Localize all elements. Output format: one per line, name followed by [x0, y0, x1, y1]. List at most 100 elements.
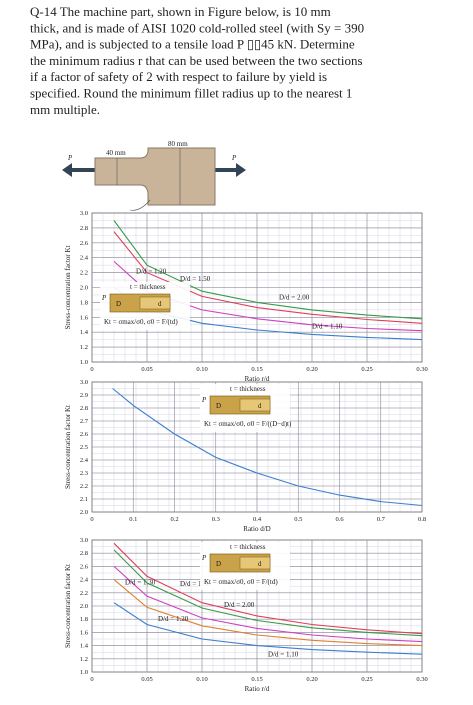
inset-D: D: [116, 300, 121, 308]
inset-part-narrow: [239, 556, 271, 570]
arrow-head: [62, 163, 72, 177]
arrow-head: [236, 163, 246, 177]
inset-thickness: t = thickness: [130, 283, 166, 291]
inset-thickness: t = thickness: [230, 385, 266, 393]
y-tick-label: 1.0: [80, 669, 88, 676]
x-tick-label: 0.8: [418, 516, 426, 523]
y-tick-label: 2.4: [80, 577, 89, 584]
x-tick-label: 0.20: [306, 676, 317, 683]
problem-line: specified. Round the minimum fillet radi…: [30, 86, 352, 101]
y-axis-label: Stress-concentration factor Kt: [64, 564, 72, 648]
y-tick-label: 2.8: [80, 550, 88, 557]
series-label: D/d = 1.50: [180, 580, 211, 588]
inset-diagram: t = thickness D d P Kt = σmax/σ0, σ0 = F/(td…: [200, 542, 290, 590]
x-axis-label: Ratio d/D: [243, 525, 270, 533]
dim-label: 40 mm: [106, 149, 126, 157]
y-tick-label: 2.9: [80, 392, 88, 399]
y-tick-label: 3.0: [80, 379, 88, 386]
chart: 2.0 2.1 2.2 2.3 2.4 2.5 2.6 2.7 2.8 2.9 3.0 0 0.1 0.2…: [64, 379, 426, 533]
problem-line: the minimum radius r that can be used be…: [30, 53, 363, 68]
y-tick-label: 2.4: [80, 457, 89, 464]
dim-label: 80 mm: [168, 140, 188, 148]
y-tick-label: 1.6: [80, 629, 89, 636]
x-tick-label: 0.30: [416, 676, 427, 683]
x-tick-label: 0.05: [141, 366, 152, 373]
y-tick-label: 2.6: [80, 240, 89, 247]
x-tick-label: 0.10: [196, 366, 207, 373]
y-tick-label: 1.8: [80, 299, 88, 306]
x-tick-label: 0.20: [306, 366, 317, 373]
curve: [113, 220, 423, 320]
x-tick-label: 0.5: [294, 516, 302, 523]
curve: [112, 388, 423, 507]
y-tick-label: 2.8: [80, 225, 88, 232]
x-tick-label: 0.3: [212, 516, 220, 523]
problem-line: if a factor of safety of 2 with respect …: [30, 69, 327, 84]
y-tick-label: 2.1: [80, 496, 88, 503]
load-label: P: [231, 154, 237, 162]
x-tick-label: 0.25: [361, 366, 372, 373]
y-tick-label: 2.0: [80, 603, 88, 610]
inset-part-narrow: [239, 398, 271, 412]
inset-d: d: [258, 560, 262, 568]
x-tick-label: 0.25: [361, 676, 372, 683]
y-tick-label: 2.2: [80, 590, 88, 597]
series-label: D/d = 2.00: [279, 293, 310, 301]
chart: 1.0 1.2 1.4 1.6 1.8 2.0 2.2 2.4 2.6 2.8 3.0 0 0.05 0.…: [64, 537, 428, 693]
inset-D: D: [216, 402, 221, 410]
x-tick-label: 0.6: [335, 516, 344, 523]
x-axis-label: Ratio r/d: [245, 685, 270, 693]
y-tick-label: 1.4: [80, 643, 89, 650]
inset-diagram: t = thickness D d P Kt = σmax/σ0, σ0 = F/(td…: [100, 282, 190, 330]
curve: [113, 231, 423, 324]
series-label: D/d = 1.50: [180, 275, 211, 283]
y-tick-label: 2.0: [80, 509, 88, 516]
series-label: D/d = 1.20: [136, 267, 167, 275]
x-tick-label: 0.30: [416, 366, 427, 373]
x-tick-label: 0.7: [377, 516, 386, 523]
inset-D: D: [216, 560, 221, 568]
x-tick-label: 0: [90, 366, 93, 373]
part-figure: 40 mm 80 mm P P r: [62, 140, 246, 218]
inset-formula: Kt = σmax/σ0, σ0 = F/(td): [104, 318, 178, 326]
inset-P: P: [201, 396, 207, 404]
inset-P: P: [101, 294, 107, 302]
series-label: D/d = 1.20: [158, 615, 189, 623]
y-tick-label: 1.8: [80, 616, 88, 623]
problem-line: thick, and is made of AISI 1020 cold-rol…: [30, 20, 364, 35]
y-tick-label: 1.0: [80, 359, 88, 366]
problem-line: mm multiple.: [30, 102, 100, 117]
y-tick-label: 1.4: [80, 329, 89, 336]
y-axis-label: Stress-concentration factor Kt: [64, 405, 72, 489]
y-tick-label: 2.2: [80, 270, 88, 277]
x-axis-label: Ratio r/d: [245, 375, 270, 383]
y-tick-label: 1.6: [80, 314, 89, 321]
inset-diagram: t = thickness D d P Kt = σmax/σ0, σ0 = F/((D…: [200, 384, 292, 432]
x-tick-label: 0.15: [251, 366, 262, 373]
problem-line: MPa), and is subjected to a tensile load…: [30, 37, 355, 52]
curve: [113, 542, 423, 635]
x-tick-label: 0.05: [141, 676, 152, 683]
series-label: D/d = 2.00: [224, 601, 255, 609]
inset-part-narrow: [139, 296, 171, 310]
y-tick-label: 2.7: [80, 418, 89, 425]
curve: [113, 579, 423, 647]
inset-thickness: t = thickness: [230, 543, 266, 551]
curve: [113, 565, 423, 643]
y-tick-label: 2.0: [80, 285, 88, 292]
y-tick-label: 2.5: [80, 444, 88, 451]
y-tick-label: 3.0: [80, 537, 88, 544]
series-label: D/d = 1.10: [268, 650, 299, 658]
y-tick-label: 2.4: [80, 255, 89, 262]
inset-d: d: [258, 402, 262, 410]
y-tick-label: 2.8: [80, 405, 88, 412]
curve: [113, 549, 423, 637]
y-tick-label: 2.3: [80, 470, 88, 477]
curve: [113, 602, 423, 655]
problem-line: Q-14 The machine part, shown in Figure b…: [30, 4, 331, 19]
y-tick-label: 1.2: [80, 656, 88, 663]
x-tick-label: 0.2: [170, 516, 178, 523]
x-tick-label: 0.15: [251, 676, 262, 683]
